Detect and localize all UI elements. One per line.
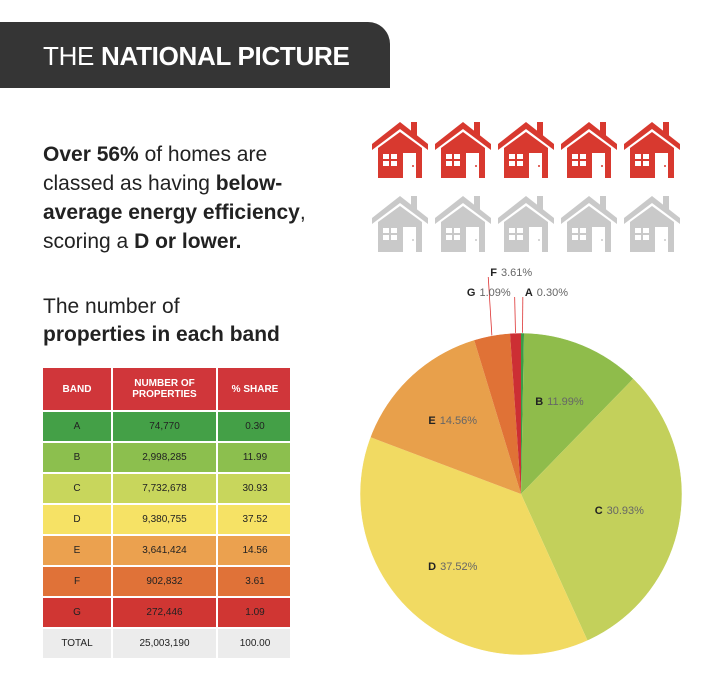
pie-slice xyxy=(474,333,521,494)
table-row: F 902,832 3.61 xyxy=(43,567,290,596)
table-cell: 74,770 xyxy=(113,412,216,441)
pie-slice xyxy=(521,333,525,494)
slice-category: B xyxy=(535,396,543,408)
slice-category: F xyxy=(490,267,497,279)
slice-label: C 30.93% xyxy=(595,505,644,517)
intro-bold: Over 56% xyxy=(43,143,139,166)
table-cell: D xyxy=(43,505,111,534)
table-cell: 1.09 xyxy=(218,598,290,627)
slice-label: F 3.61% xyxy=(490,267,532,279)
slice-category: A xyxy=(525,287,533,299)
slice-category: E xyxy=(428,415,435,427)
house-grey xyxy=(624,195,680,252)
pie-slice xyxy=(509,333,521,494)
intro-text: Over 56% of homes are classed as having … xyxy=(43,140,343,256)
header-banner: THE NATIONAL PICTURE xyxy=(0,22,390,88)
house-red xyxy=(435,121,491,178)
table-row: C 7,732,678 30.93 xyxy=(43,474,290,503)
house-grey xyxy=(372,195,428,252)
table-cell: 14.56 xyxy=(218,536,290,565)
pie-outline xyxy=(359,332,683,656)
slice-category: C xyxy=(595,505,603,517)
table-cell: B xyxy=(43,443,111,472)
pie-chart: A 0.30% B 11.99% C 30.93% D 37.52% E 14.56% F 3.61%… xyxy=(359,267,683,656)
intro-bold: D or lower. xyxy=(134,230,242,253)
house-red xyxy=(498,121,554,178)
table-header-cell: NUMBER OF PROPERTIES xyxy=(113,368,216,410)
table-cell: 272,446 xyxy=(113,598,216,627)
slice-label: D 37.52% xyxy=(428,561,477,573)
slice-value: 11.99% xyxy=(547,396,584,408)
table-row: G 272,446 1.09 xyxy=(43,598,290,627)
house-red xyxy=(624,121,680,178)
table-cell: E xyxy=(43,536,111,565)
leader-line xyxy=(514,296,516,334)
table-cell: A xyxy=(43,412,111,441)
table-cell: 3,641,424 xyxy=(113,536,216,565)
slice-value: 1.09% xyxy=(479,287,510,299)
house-grey xyxy=(435,195,491,252)
pie-slice xyxy=(521,378,683,641)
slice-value: 3.61% xyxy=(501,267,532,279)
table-row: B 2,998,285 11.99 xyxy=(43,443,290,472)
slice-label: B 11.99% xyxy=(535,396,584,408)
slice-value: 14.56% xyxy=(440,415,478,427)
slice-label: A 0.30% xyxy=(525,287,568,299)
intro-normal: of homes are classed as having xyxy=(43,143,268,195)
table-cell: 902,832 xyxy=(113,567,216,596)
table-cell: 100.00 xyxy=(218,629,290,658)
pie-slice xyxy=(521,333,634,494)
table-cell: 11.99 xyxy=(218,443,290,472)
header-title: THE NATIONAL PICTURE xyxy=(43,41,350,72)
table-row: TOTAL 25,003,190 100.00 xyxy=(43,629,290,658)
table-cell: 9,380,755 xyxy=(113,505,216,534)
table-cell: F xyxy=(43,567,111,596)
table-header-row: BAND NUMBER OF PROPERTIES% SHARE xyxy=(43,368,290,410)
house-grey xyxy=(561,195,617,252)
table-cell: 25,003,190 xyxy=(113,629,216,658)
band-table: BAND NUMBER OF PROPERTIES% SHARE A 74,770 0.… xyxy=(43,368,290,660)
table-cell: 2,998,285 xyxy=(113,443,216,472)
slice-label: G 1.09% xyxy=(467,287,511,299)
title-bold: NATIONAL PICTURE xyxy=(101,41,350,71)
slice-value: 30.93% xyxy=(607,505,645,517)
table-cell: 37.52 xyxy=(218,505,290,534)
title-light: THE xyxy=(43,41,95,71)
table-row: A 74,770 0.30 xyxy=(43,412,290,441)
subtitle-line: The number of xyxy=(43,295,180,318)
leader-line xyxy=(487,276,493,336)
table-cell: 30.93 xyxy=(218,474,290,503)
pie-slice xyxy=(370,339,521,494)
subtitle: The number of properties in each band xyxy=(43,293,343,349)
intro-normal: , scoring a xyxy=(43,201,306,253)
slice-value: 37.52% xyxy=(440,561,478,573)
table-row: E 3,641,424 14.56 xyxy=(43,536,290,565)
pie-slice xyxy=(359,437,588,656)
house-grey xyxy=(498,195,554,252)
intro-bold: below-average energy efficiency xyxy=(43,172,300,224)
table-cell: G xyxy=(43,598,111,627)
slice-category: D xyxy=(428,561,436,573)
slice-value: 0.30% xyxy=(537,287,568,299)
table-cell: 0.30 xyxy=(218,412,290,441)
slice-label: E 14.56% xyxy=(428,415,477,427)
table-cell: TOTAL xyxy=(43,629,111,658)
house-icons xyxy=(372,121,680,252)
table-cell: 3.61 xyxy=(218,567,290,596)
slice-category: G xyxy=(467,287,476,299)
subtitle-line-bold: properties in each band xyxy=(43,323,280,346)
table-cell: 7,732,678 xyxy=(113,474,216,503)
house-red xyxy=(561,121,617,178)
table-header-cell: BAND xyxy=(43,368,111,410)
house-partial xyxy=(372,195,404,252)
table-header-cell: % SHARE xyxy=(218,368,290,410)
table-row: D 9,380,755 37.52 xyxy=(43,505,290,534)
table-cell: C xyxy=(43,474,111,503)
house-red xyxy=(372,121,428,178)
